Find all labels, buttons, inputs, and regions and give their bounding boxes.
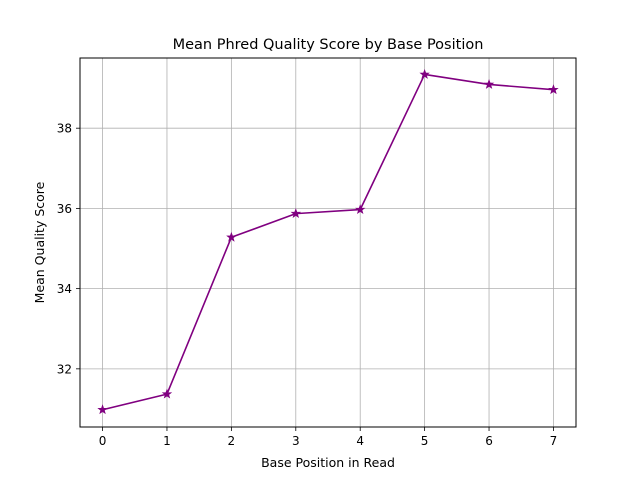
y-tick-label: 36 [57,202,72,216]
series-line [102,73,554,411]
data-point-star-marker [161,388,173,399]
x-tick-label: 2 [228,434,236,448]
y-tick-label: 32 [57,362,72,376]
y-axis: 32 34 36 38 [57,122,80,376]
data-point-star-marker [97,404,108,415]
x-tick-label: 6 [485,434,493,448]
chart-title: Mean Phred Quality Score by Base Positio… [173,37,484,53]
x-tick-label: 4 [356,434,364,448]
x-tick-label: 7 [550,434,558,448]
x-axis: 0 1 2 3 4 5 6 7 [99,427,558,448]
x-tick-label: 1 [163,434,171,448]
y-axis-label: Mean Quality Score [32,181,47,303]
y-tick-label: 34 [57,282,72,296]
data-point-star-marker [483,78,495,89]
grid-lines [80,58,576,427]
data-point-star-marker [548,84,559,95]
x-axis-label: Base Position in Read [261,455,395,470]
data-point-star-marker [226,231,237,242]
data-point-star-marker [290,208,302,219]
data-point-star-marker [419,68,430,79]
plot-area-frame [79,57,577,428]
x-tick-label: 0 [99,434,107,448]
data-point-star-marker [354,204,366,215]
x-tick-label: 3 [292,434,300,448]
y-tick-label: 38 [57,122,72,136]
data-series [97,68,559,415]
x-tick-label: 5 [421,434,429,448]
